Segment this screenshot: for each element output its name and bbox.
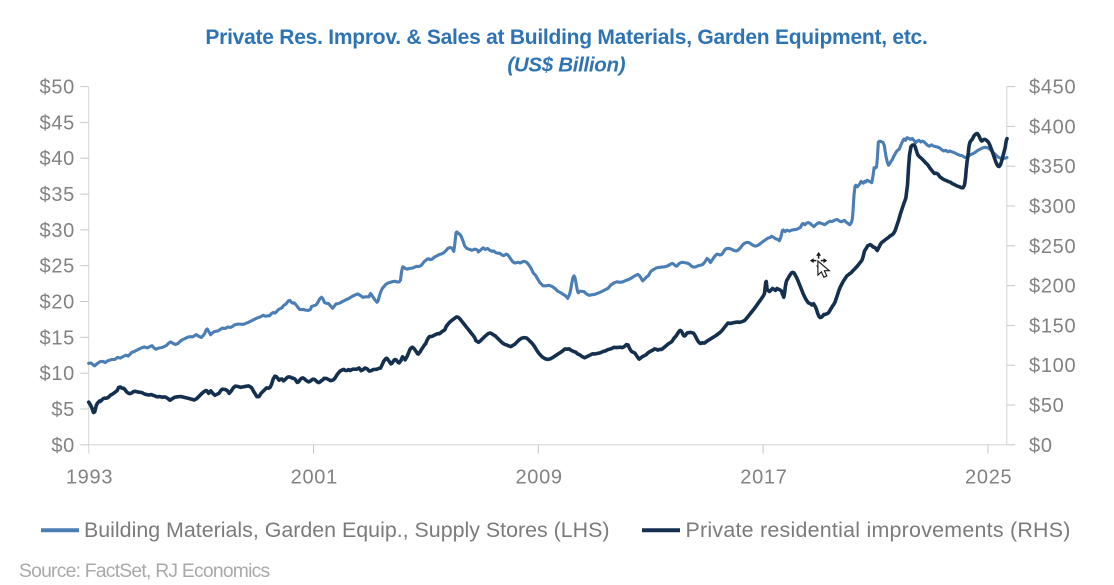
svg-text:Private Res. Improv. & Sales a: Private Res. Improv. & Sales at Building… (205, 26, 927, 49)
svg-text:$45: $45 (40, 112, 75, 134)
svg-text:$100: $100 (1029, 355, 1076, 377)
svg-text:2017: 2017 (740, 467, 787, 489)
svg-text:$150: $150 (1029, 315, 1076, 337)
svg-text:$450: $450 (1029, 77, 1076, 99)
svg-text:$0: $0 (1029, 435, 1053, 457)
svg-text:$15: $15 (40, 327, 75, 349)
svg-text:Source: FactSet, RJ Economics: Source: FactSet, RJ Economics (19, 561, 270, 582)
svg-text:$250: $250 (1029, 236, 1076, 258)
svg-text:$40: $40 (40, 148, 75, 170)
svg-text:$300: $300 (1029, 196, 1076, 218)
svg-text:2009: 2009 (515, 467, 562, 489)
svg-text:$200: $200 (1029, 276, 1076, 298)
svg-text:2025: 2025 (965, 467, 1012, 489)
svg-text:$25: $25 (40, 256, 75, 278)
svg-text:Building Materials, Garden Equ: Building Materials, Garden Equip., Suppl… (84, 518, 610, 542)
svg-text:$350: $350 (1029, 156, 1076, 178)
svg-text:$5: $5 (51, 399, 75, 421)
svg-text:$10: $10 (40, 363, 75, 385)
svg-text:$0: $0 (51, 435, 75, 457)
svg-text:$35: $35 (40, 184, 75, 206)
svg-text:2001: 2001 (291, 467, 338, 489)
svg-text:1993: 1993 (66, 467, 113, 489)
svg-text:$20: $20 (40, 292, 75, 314)
svg-text:$50: $50 (1029, 395, 1064, 417)
svg-text:$50: $50 (40, 77, 75, 99)
svg-text:Private residential improvemen: Private residential improvements (RHS) (686, 518, 1071, 542)
svg-text:(US$ Billion): (US$ Billion) (507, 54, 625, 77)
svg-text:$30: $30 (40, 220, 75, 242)
svg-text:$400: $400 (1029, 116, 1076, 138)
